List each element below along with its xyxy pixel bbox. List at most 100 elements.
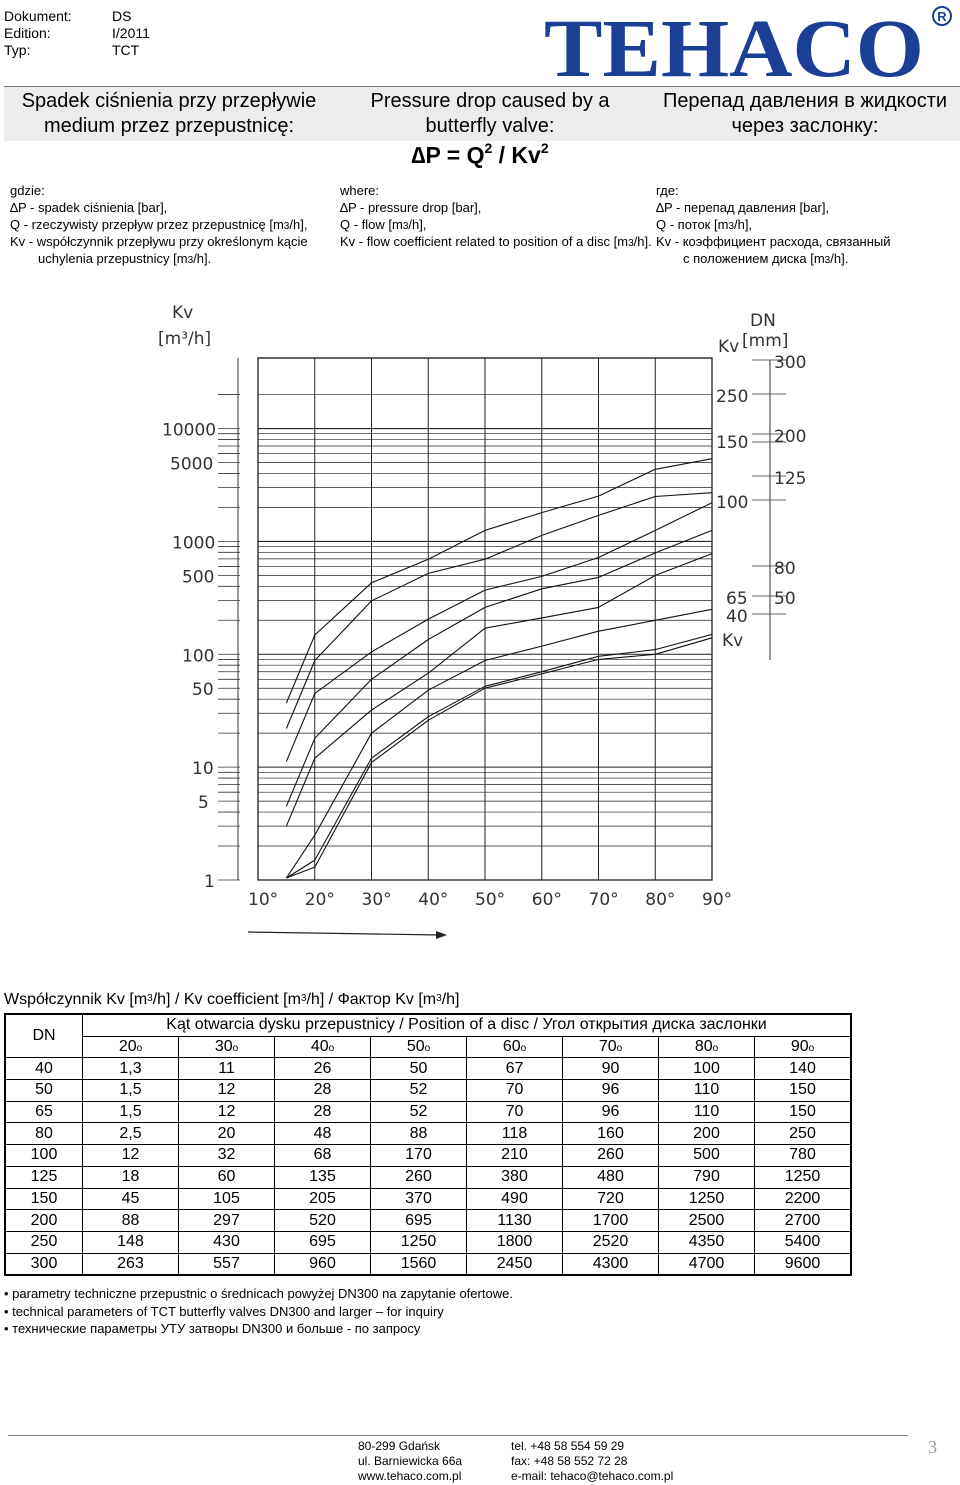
series-line-5	[285, 608, 713, 879]
kv-cell: 4350	[658, 1230, 755, 1254]
series-line-4	[285, 553, 713, 827]
heading-ru-line2: через заслонку:	[731, 115, 879, 137]
angle-col-20: 20o	[82, 1035, 179, 1059]
kv-cell: 135	[274, 1165, 371, 1189]
edition-label: Edition:	[4, 25, 51, 41]
angle-header: Kąt otwarcia dysku przepustnicy / Positi…	[82, 1013, 852, 1037]
def-pl-kv2: uchylenia przepustnicy [m3/h].	[38, 251, 212, 266]
series-line-6	[286, 633, 713, 879]
footer-contact: tel. +48 58 554 59 29 fax: +48 58 552 72…	[511, 1439, 673, 1484]
kv-cell: 1700	[562, 1209, 659, 1232]
formula-lhs: P = Q	[425, 142, 485, 168]
kv-cell: 2,5	[82, 1122, 179, 1146]
kv-cell: 490	[466, 1187, 563, 1211]
x-tick-label: 70°	[589, 890, 619, 910]
type-label: Typ:	[4, 42, 31, 58]
def-ru-kv2: с положением диска [m3/h].	[683, 251, 849, 266]
footer-www[interactable]: www.tehaco.com.pl	[358, 1469, 462, 1483]
kv-cell: 2200	[754, 1187, 852, 1211]
kv-cell: 90	[562, 1057, 659, 1081]
kv-cell: 1130	[466, 1209, 563, 1232]
kv-cell: 500	[658, 1144, 755, 1167]
kv-cell: 12	[178, 1100, 275, 1124]
kv-cell: 150	[754, 1079, 852, 1102]
right-dn-value: 300	[774, 353, 806, 373]
def-pl-p: ∆P - spadek ciśnienia [bar],	[10, 200, 168, 215]
heading-pl-line2: medium przez przepustnicę:	[43, 115, 295, 137]
dn-cell: 100	[4, 1144, 83, 1167]
kv-cell: 1,5	[82, 1100, 179, 1124]
table-row: 80 2,5 20 48 88 118 160 200 250	[4, 1122, 852, 1146]
x-tick-label: 20°	[305, 890, 335, 910]
kv-cell: 18	[82, 1165, 179, 1189]
kv-cell: 28	[274, 1079, 371, 1102]
kv-cell: 200	[658, 1122, 755, 1146]
kv-cell: 780	[754, 1144, 852, 1167]
heading-pl: Spadek ciśnienia przy przepływie medium …	[4, 89, 334, 139]
angle-col-50: 50o	[370, 1035, 467, 1059]
table-row: 50 1,5 12 28 52 70 96 110 150	[4, 1079, 852, 1102]
formula-delta: ∆	[411, 142, 426, 168]
heading-en-line2: butterfly valve:	[425, 115, 555, 137]
table-caption: Współczynnik Kv [m3/h] / Kv coefficient …	[4, 991, 460, 1008]
left-tick-label: 10000	[162, 421, 216, 441]
dn-cell: 125	[4, 1165, 83, 1189]
table-row: 65 1,5 12 28 52 70 96 110 150	[4, 1100, 852, 1124]
left-axis-kv-label: Kv	[172, 303, 193, 323]
kv-cell: 160	[562, 1122, 659, 1146]
kv-cell: 1250	[754, 1165, 852, 1189]
kv-cell: 70	[466, 1079, 563, 1102]
heading-ru-line1: Перепад давления в жидкости	[662, 90, 948, 112]
right-dn-label: DN	[750, 311, 776, 331]
registered-mark: R	[937, 9, 947, 24]
table-row: 40 1,3 11 26 50 67 90 100 140	[4, 1057, 852, 1081]
kv-cell: 68	[274, 1144, 371, 1167]
x-tick-label: 10°	[248, 890, 278, 910]
footer-divider	[8, 1435, 908, 1436]
kv-table-body: 40 1,3 11 26 50 67 90 100 140 50 1,5 12 28 52 70 96 110 1…	[4, 1057, 852, 1276]
x-tick-label: 80°	[645, 890, 675, 910]
kv-cell: 48	[274, 1122, 371, 1146]
footer-email[interactable]: e-mail: tehaco@tehaco.com.pl	[511, 1469, 674, 1483]
type-value: TCT	[112, 42, 140, 58]
doc-label: Dokument:	[4, 8, 72, 24]
kv-cell: 790	[658, 1165, 755, 1189]
kv-cell: 210	[466, 1144, 563, 1167]
kv-cell: 370	[370, 1187, 467, 1211]
kv-cell: 26	[274, 1057, 371, 1081]
kv-cell: 150	[754, 1100, 852, 1124]
kv-cell: 20	[178, 1122, 275, 1146]
kv-cell: 88	[370, 1122, 467, 1146]
kv-cell: 2700	[754, 1209, 852, 1232]
dn-cell: 300	[4, 1252, 83, 1276]
def-pl-kv1: Kv - współczynnik przepływu przy określo…	[10, 234, 308, 249]
left-tick-label: 5000	[170, 454, 213, 474]
formula-exp2: 2	[540, 140, 549, 156]
angle-row: 20o 30o 40o 50o 60o 70o 80o 90o	[5, 1035, 852, 1059]
footer-address: 80-299 Gdańsk ul. Barniewicka 66a www.te…	[358, 1439, 462, 1484]
right-kv-value: 250	[716, 387, 748, 407]
kv-cell: 50	[370, 1057, 467, 1081]
kv-cell: 28	[274, 1100, 371, 1124]
logo-text: TEHACO	[544, 2, 924, 86]
kv-cell: 2520	[562, 1230, 659, 1254]
series-line-1	[285, 492, 713, 729]
kv-cell: 70	[466, 1100, 563, 1124]
dn-cell: 65	[4, 1100, 83, 1124]
left-tick-label: 100	[182, 646, 214, 666]
x-tick-label: 60°	[532, 890, 562, 910]
def-ru-intro: где:	[656, 183, 679, 198]
kv-cell: 4700	[658, 1252, 755, 1276]
def-pl-intro: gdzie:	[10, 183, 45, 198]
angle-col-60: 60o	[466, 1035, 563, 1059]
kv-cell: 170	[370, 1144, 467, 1167]
table-row: 125 18 60 135 260 380 480 790 1250	[4, 1165, 852, 1189]
dn-cell: 200	[4, 1209, 83, 1232]
kv-cell: 520	[274, 1209, 371, 1232]
kv-cell: 96	[562, 1079, 659, 1102]
heading-ru: Перепад давления в жидкости через заслон…	[652, 89, 958, 139]
angle-col-90: 90o	[754, 1035, 852, 1059]
def-en-p: ∆P - pressure drop [bar],	[340, 200, 482, 215]
right-dn-value: 50	[774, 589, 796, 609]
kv-cell: 100	[658, 1057, 755, 1081]
